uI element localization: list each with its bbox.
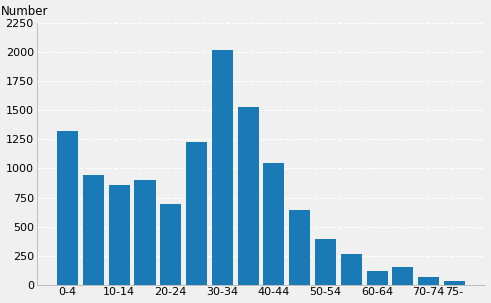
Bar	[341, 254, 362, 285]
Text: Number: Number	[0, 5, 48, 18]
Bar	[212, 50, 233, 285]
Bar	[238, 107, 259, 285]
Bar	[83, 175, 104, 285]
Bar	[392, 267, 413, 285]
Bar	[315, 239, 336, 285]
Bar	[366, 271, 388, 285]
Bar	[289, 210, 310, 285]
Bar	[186, 142, 207, 285]
Bar	[135, 180, 156, 285]
Bar	[444, 281, 465, 285]
Bar	[57, 131, 78, 285]
Bar	[160, 205, 181, 285]
Bar	[109, 185, 130, 285]
Bar	[263, 163, 284, 285]
Bar	[418, 277, 439, 285]
